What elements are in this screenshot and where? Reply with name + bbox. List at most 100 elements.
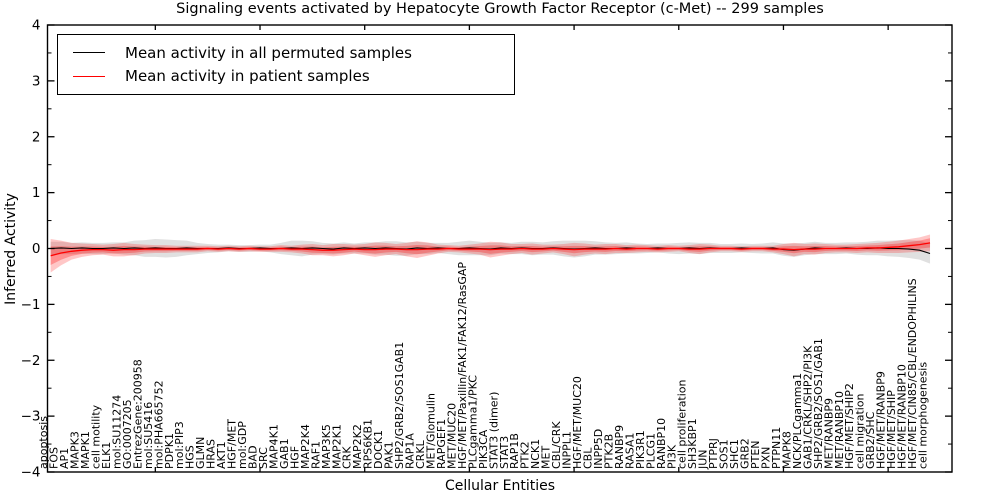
permuted-std-band [50, 239, 931, 264]
x-category-label: INPP5D [592, 429, 605, 469]
x-category-label: HGF/MET/RANBP10 [896, 364, 909, 469]
x-category-label: PIK3R1 [634, 430, 647, 469]
x-category-label: MAP3K5 [320, 424, 333, 469]
x-category-label: HRAS [205, 439, 218, 469]
chart-title: Signaling events activated by Hepatocyte… [176, 1, 824, 17]
x-category-label: PLCgamma1/PKC [466, 375, 479, 469]
legend-label-patient: Mean activity in patient samples [125, 67, 370, 86]
x-category-label: MAPK3 [69, 431, 82, 469]
x-category-label: PTK2 [519, 441, 532, 469]
x-category-label: ELK1 [100, 442, 113, 469]
x-category-label: mol:PIP3 [173, 421, 186, 469]
x-category-label: MAP4K1 [267, 424, 280, 469]
x-category-label: MAP2K4 [299, 424, 312, 469]
x-category-label: RASA1 [623, 433, 636, 469]
x-category-label: PTK2B [602, 434, 615, 469]
x-category-label: NCK/PLCgamma1 [791, 373, 804, 469]
x-category-label: HGF [288, 446, 301, 469]
x-category-label: HGF/MET [226, 419, 239, 469]
y-tick-label: 0 [32, 241, 41, 257]
x-category-label: PTPN11 [770, 427, 783, 469]
x-category-label: AP1 [58, 448, 71, 469]
patient-mean-line [50, 242, 931, 257]
x-category-label: FOS [48, 447, 61, 469]
x-category-label: MET [540, 446, 553, 469]
x-category-label: RANBP9 [613, 425, 626, 469]
x-category-label: GO:0007205 [121, 399, 134, 469]
x-category-label: GRB2/SHC [864, 411, 877, 469]
x-category-label: mol:SU5416 [142, 402, 155, 469]
x-category-label: MET/RANBP9 [822, 398, 835, 469]
legend-item-permuted: Mean activity in all permuted samples [58, 41, 514, 65]
x-category-label: PDPK1 [163, 433, 176, 469]
x-category-label: INPPL1 [561, 431, 574, 469]
y-tick-label: −3 [21, 409, 41, 425]
legend-item-patient: Mean activity in patient samples [58, 65, 514, 89]
x-category-label: GLMN [194, 437, 207, 469]
x-category-label: cell migration [854, 393, 867, 469]
x-category-label: MET/MUC20 [445, 403, 458, 469]
x-category-label: CRKL [414, 439, 427, 469]
x-category-label: cell proliferation [676, 379, 689, 469]
x-category-label: MET/RANBP10 [833, 391, 846, 469]
x-category-label: STAT3 [498, 436, 511, 469]
x-category-label: CBL/CRK [550, 421, 563, 469]
y-tick-label: 4 [32, 18, 41, 34]
x-category-label: cell motility [89, 404, 102, 469]
patient-line-swatch [73, 75, 105, 77]
x-category-label: GAB1/CRKL/SHP2/PI3K [801, 345, 814, 469]
x-category-label: MAP2K2 [351, 424, 364, 469]
x-category-label: mol:SU11274 [110, 395, 123, 469]
patient-std-band-inner [50, 238, 931, 265]
x-category-label: HGF/MET/CIN85/CBL/ENDOPHILINS [906, 278, 919, 469]
x-category-label: MAPK1 [79, 431, 92, 469]
x-category-label: MAP2K1 [330, 424, 343, 469]
x-category-label: RANBP10 [655, 418, 668, 469]
x-category-label: SHP2/GRB2/SOS1GAB1 [393, 342, 406, 469]
x-category-label: SH3KBP1 [686, 418, 699, 469]
y-tick-label: 3 [32, 73, 41, 89]
x-category-label: HGF/MET/SHIP [885, 390, 898, 469]
x-category-label: RAPGEF1 [435, 419, 448, 469]
y-tick-label: 1 [32, 185, 41, 201]
legend: Mean activity in all permuted samples Me… [57, 34, 515, 95]
x-category-label: EntrezGene:200958 [131, 359, 144, 469]
x-category-label: RPS6KB1 [362, 419, 375, 469]
x-category-label: PI3K [665, 444, 678, 469]
x-category-label: SRC [257, 447, 270, 469]
y-tick-label: −4 [21, 465, 41, 481]
y-axis-title: Inferred Activity [3, 193, 19, 305]
permuted-line-swatch [73, 52, 105, 54]
x-category-label: HGF/MET/SHIP2 [843, 383, 856, 469]
x-category-label: MAPK8 [780, 431, 793, 469]
x-category-label: NCK1 [529, 439, 542, 469]
x-category-label: DOCK1 [372, 430, 385, 469]
x-category-label: SHP2/GRB2/SOS1/GAB1 [812, 338, 825, 469]
x-category-label: PLCG1 [644, 433, 657, 469]
x-category-label: RAP1B [508, 433, 521, 469]
x-category-label: HGF/MET/MUC20 [571, 376, 584, 469]
x-category-label: PIK3CA [477, 429, 490, 469]
x-axis-title: Cellular Entities [444, 478, 556, 494]
x-category-label: mol:PHA665752 [152, 380, 165, 469]
x-category-label: SOS1 [718, 439, 731, 469]
x-category-label: HGF/MET/Paxillin/FAK1/FAK12/RasGAP [456, 262, 469, 469]
y-tick-label: −2 [21, 353, 41, 369]
x-category-label: CBL [582, 447, 595, 469]
x-category-label: STAT3 (dimer) [487, 392, 500, 469]
legend-label-permuted: Mean activity in all permuted samples [125, 43, 412, 62]
x-category-label: GAB1 [278, 438, 291, 469]
y-tick-label: −1 [21, 297, 41, 313]
x-category-label: CRK [341, 446, 354, 469]
x-category-label: GRB2 [739, 438, 752, 469]
x-category-label: RAP1A [404, 433, 417, 469]
x-category-label: SHC1 [728, 439, 741, 469]
x-category-label: PXN [759, 447, 772, 469]
x-category-label: BAD [247, 445, 260, 469]
x-category-label: RAF1 [309, 441, 322, 469]
x-category-label: AKT1 [215, 441, 228, 469]
x-category-label: JUN [697, 449, 710, 470]
x-category-label: PAK1 [383, 441, 396, 469]
